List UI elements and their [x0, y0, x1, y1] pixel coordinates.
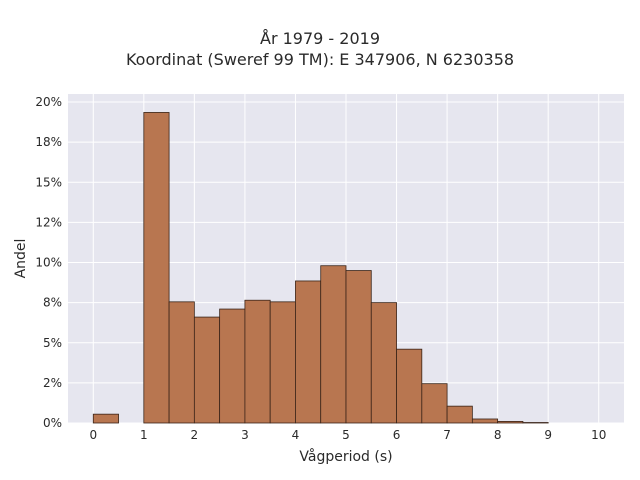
histogram-bar: [92, 413, 119, 424]
y-tick-labels: 0% 2% 5% 8% 10% 12% 15% 18% 20%: [35, 95, 62, 430]
histogram-bar: [143, 112, 170, 424]
histogram-bar: [446, 405, 473, 424]
y-tick-label: 5%: [43, 336, 62, 350]
x-tick-label: 2: [191, 428, 199, 442]
histogram-bar: [471, 418, 499, 424]
x-tick-label: 4: [292, 428, 300, 442]
histogram-bar: [421, 383, 448, 424]
y-tick-label: 2%: [43, 376, 62, 390]
y-tick-label: 10%: [35, 256, 62, 270]
x-tick-label: 6: [393, 428, 401, 442]
histogram-bar: [370, 302, 397, 424]
histogram-bar: [193, 316, 221, 424]
x-tick-label: 3: [241, 428, 249, 442]
chart-title-line-2: Koordinat (Sweref 99 TM): E 347906, N 62…: [125, 50, 515, 69]
chart-title-line-1: År 1979 - 2019: [260, 29, 380, 48]
x-axis-label: Vågperiod (s): [299, 448, 392, 465]
y-tick-label: 0%: [43, 416, 62, 430]
histogram-bar: [244, 299, 271, 424]
histogram-bar: [219, 308, 246, 424]
histogram-bar: [168, 301, 195, 424]
x-tick-label: 9: [544, 428, 552, 442]
histogram-bar: [497, 420, 524, 424]
histogram-bar: [345, 270, 372, 424]
histogram-bar: [269, 301, 296, 424]
y-tick-label: 8%: [43, 296, 62, 310]
histogram-bar: [295, 280, 322, 424]
y-tick-label: 20%: [35, 95, 62, 109]
y-tick-label: 12%: [35, 215, 62, 229]
x-tick-label: 5: [342, 428, 350, 442]
x-tick-labels: 0 1 2 3 4 5 6 7 8 9 10: [89, 428, 606, 442]
x-tick-label: 0: [89, 428, 97, 442]
histogram-bar: [396, 348, 423, 424]
y-tick-label: 18%: [35, 135, 62, 149]
bars: [92, 112, 549, 424]
y-axis-label: Andel: [13, 239, 29, 279]
y-tick-label: 15%: [35, 175, 62, 189]
x-tick-label: 1: [140, 428, 148, 442]
x-tick-label: 7: [443, 428, 451, 442]
histogram-bar: [320, 265, 347, 424]
x-tick-label: 8: [494, 428, 502, 442]
x-tick-label: 10: [591, 428, 606, 442]
